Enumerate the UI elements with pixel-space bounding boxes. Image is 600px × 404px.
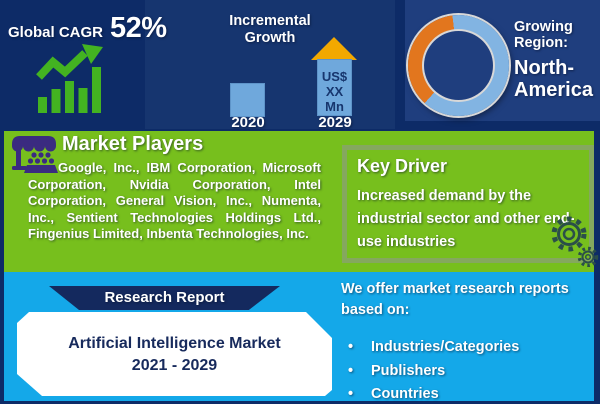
offer-items: Industries/Categories Publishers Countri…	[341, 336, 593, 404]
incremental-growth-panel	[145, 0, 395, 129]
offer-item: Countries	[341, 383, 593, 404]
research-report-ribbon: Research Report	[49, 286, 280, 310]
global-cagr-label: Global CAGR	[8, 24, 104, 41]
offer-list: We offer market research reports based o…	[341, 279, 593, 404]
market-players-section: Market Players Google, Inc., IBM Corpora…	[4, 131, 599, 272]
bar-2029: US$ XX Mn	[317, 59, 352, 116]
up-arrow-icon	[311, 37, 357, 60]
key-driver-card: Key Driver Increased demand by the indus…	[342, 145, 594, 263]
storefront-icon	[12, 136, 58, 173]
key-driver-title: Key Driver	[357, 156, 448, 176]
gears-icon	[551, 216, 599, 267]
donut-chart	[408, 15, 509, 116]
market-players-list: Google, Inc., IBM Corporation, Microsoft…	[28, 160, 321, 241]
incremental-growth-title: Incremental Growth	[229, 13, 311, 46]
offer-intro: We offer market research reports based o…	[341, 281, 569, 318]
bar-2020-label: 2020	[231, 114, 265, 131]
bottom-band: Research Report Artificial Intelligence …	[4, 272, 594, 404]
report-title-card: Artificial Intelligence Market 2021 - 20…	[17, 312, 332, 396]
bar-2020	[230, 83, 265, 117]
growing-region: Growing Region: North- America	[514, 19, 593, 101]
bar-2029-label: 2029	[318, 114, 352, 131]
global-cagr: Global CAGR 52%	[8, 12, 167, 45]
report-years: 2021 - 2029	[131, 357, 218, 374]
market-players-title: Market Players	[62, 133, 204, 155]
report-title: Artificial Intelligence Market	[68, 335, 281, 352]
bar-2029-value: US$	[321, 69, 348, 84]
offer-item: Industries/Categories	[341, 336, 593, 360]
growth-chart-icon	[36, 44, 103, 113]
key-driver-text: Increased demand by the industrial secto…	[357, 188, 575, 250]
global-cagr-value: 52%	[110, 12, 167, 44]
offer-item: Publishers	[341, 360, 593, 384]
